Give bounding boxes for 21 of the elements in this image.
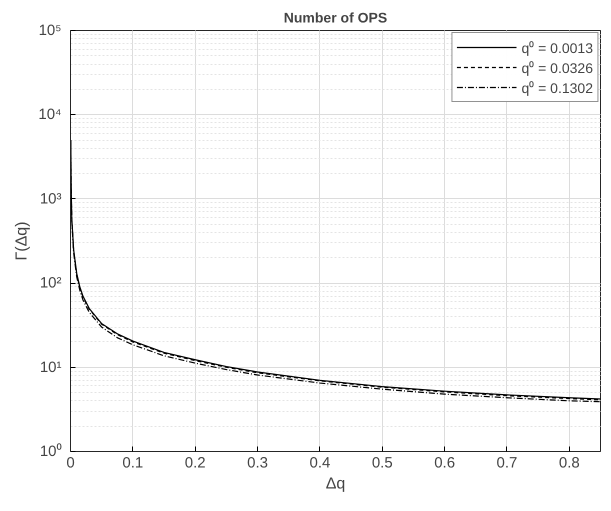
y-tick-label: 10⁵ xyxy=(38,22,62,39)
x-axis-title: Δq xyxy=(326,476,346,492)
y-tick-label: 10¹ xyxy=(40,358,62,376)
y-tick-label: 10³ xyxy=(40,190,62,208)
x-tick-label: 0.4 xyxy=(309,454,330,472)
legend-label: q⁰ = 0.0013 xyxy=(521,38,593,56)
x-tick-label: 0.8 xyxy=(558,454,580,472)
x-tick-label: 0.5 xyxy=(372,454,393,472)
x-tick-label: 0.7 xyxy=(496,454,518,472)
chart-title: Number of OPS xyxy=(284,10,388,26)
x-tick-label: 0.2 xyxy=(184,454,206,472)
x-tick-label: 0.3 xyxy=(247,454,268,472)
y-tick-label: 10⁴ xyxy=(38,106,62,124)
y-tick-label: 10² xyxy=(40,274,62,292)
y-axis-title: Γ(Δq) xyxy=(13,221,30,261)
x-tick-label: 0.6 xyxy=(434,454,456,472)
legend-label: q⁰ = 0.1302 xyxy=(521,78,593,96)
y-tick-label: 10⁰ xyxy=(40,443,62,460)
legend-label: q⁰ = 0.0326 xyxy=(521,58,593,76)
x-tick-label: 0.1 xyxy=(122,454,144,472)
x-tick-label: 0 xyxy=(66,454,75,472)
